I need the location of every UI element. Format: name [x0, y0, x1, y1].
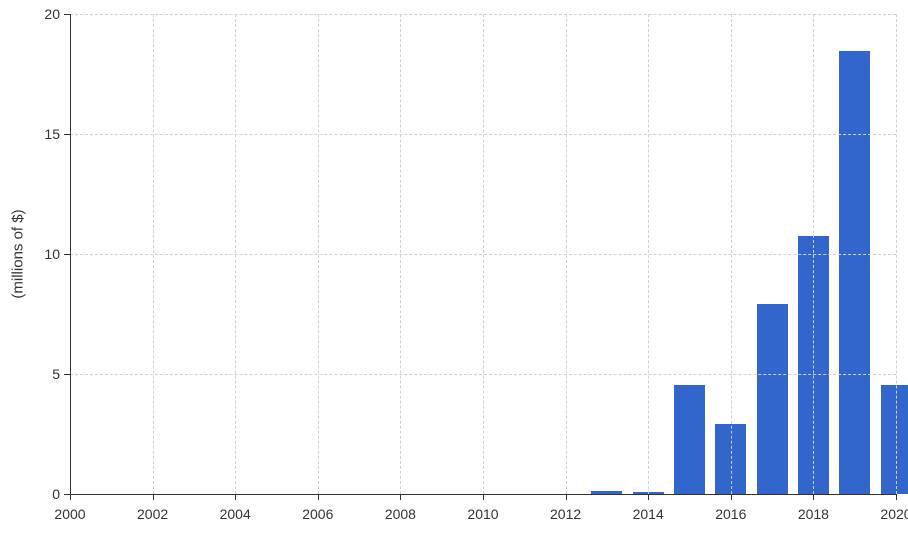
x-tick — [896, 494, 897, 500]
x-tick-label: 2020 — [880, 506, 908, 522]
gridline-vertical — [153, 14, 154, 494]
gridline-vertical — [648, 14, 649, 494]
gridline-vertical — [483, 14, 484, 494]
y-tick-label: 10 — [44, 246, 60, 262]
bar — [757, 304, 788, 494]
x-tick-label: 2002 — [137, 506, 168, 522]
gridline-vertical — [400, 14, 401, 494]
bar — [881, 385, 908, 494]
x-tick-label: 2006 — [302, 506, 333, 522]
x-axis — [70, 494, 896, 495]
y-tick-label: 0 — [52, 486, 60, 502]
y-tick-label: 20 — [44, 6, 60, 22]
y-axis — [70, 14, 71, 494]
x-tick-label: 2018 — [798, 506, 829, 522]
gridline-vertical — [731, 14, 732, 494]
gridline-vertical — [318, 14, 319, 494]
gridline-vertical — [566, 14, 567, 494]
x-tick-label: 2010 — [467, 506, 498, 522]
bar — [674, 385, 705, 494]
y-tick-label: 5 — [52, 366, 60, 382]
x-tick-label: 2014 — [633, 506, 664, 522]
gridline-vertical — [813, 14, 814, 494]
x-tick-label: 2012 — [550, 506, 581, 522]
bar — [839, 51, 870, 494]
gridline-vertical — [235, 14, 236, 494]
x-tick-label: 2016 — [715, 506, 746, 522]
y-tick-label: 15 — [44, 126, 60, 142]
x-tick-label: 2000 — [54, 506, 85, 522]
y-axis-label: (millions of $) — [10, 209, 27, 298]
x-tick-label: 2008 — [385, 506, 416, 522]
x-tick-label: 2004 — [220, 506, 251, 522]
gridline-vertical — [896, 14, 897, 494]
plot-area — [70, 14, 896, 494]
chart-stage: (millions of $) 0 5 10 15 20 2000 2002 2004 2006… — [0, 0, 908, 544]
